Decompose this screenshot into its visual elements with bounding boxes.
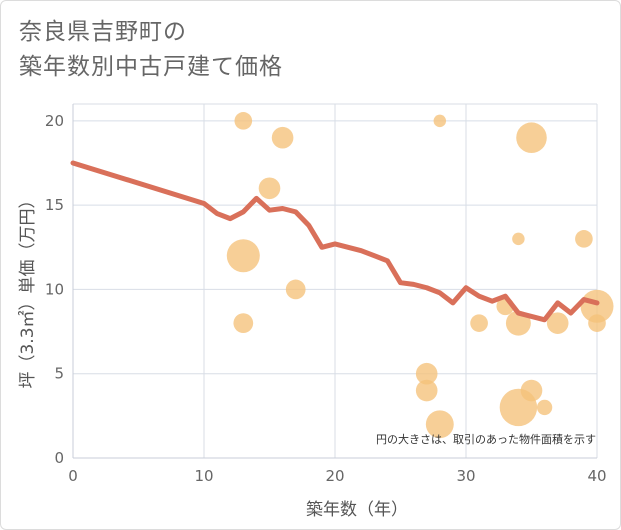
x-axis-title: 築年数（年） bbox=[306, 500, 408, 520]
x-tick-label: 10 bbox=[194, 467, 213, 485]
y-tick-label: 10 bbox=[45, 280, 64, 298]
x-tick-labels: 0 10 20 30 40 bbox=[68, 467, 606, 485]
bubble-point bbox=[271, 126, 294, 149]
bubble-point bbox=[233, 313, 254, 334]
y-tick-label: 5 bbox=[54, 365, 64, 383]
bubble-point bbox=[516, 122, 547, 153]
y-tick-label: 15 bbox=[45, 196, 64, 214]
x-tick-label: 40 bbox=[587, 467, 606, 485]
y-tick-label: 0 bbox=[54, 449, 64, 467]
y-axis-title: 坪（3.3㎡）単価（万円） bbox=[18, 191, 38, 388]
bubble-point bbox=[499, 388, 538, 427]
bubble-point bbox=[234, 112, 253, 130]
bubble-point bbox=[512, 232, 525, 246]
x-tick-label: 30 bbox=[456, 467, 475, 485]
bubble-point bbox=[588, 314, 606, 332]
bubble-point bbox=[226, 239, 260, 273]
trend-line-layer bbox=[70, 160, 600, 323]
chart-title-line1: 奈良県吉野町の bbox=[19, 19, 187, 45]
x-tick-label: 20 bbox=[325, 467, 344, 485]
bubble-point bbox=[285, 279, 306, 300]
bubble-size-note: 円の大きさは、取引のあった物件面積を示す bbox=[376, 432, 596, 446]
chart-title-line2: 築年数別中古戸建て価格 bbox=[19, 54, 283, 80]
bubble-point bbox=[536, 399, 553, 416]
bubble-point bbox=[258, 177, 281, 200]
x-tick-label: 0 bbox=[68, 467, 78, 485]
bubble-point bbox=[470, 314, 488, 332]
bubble-point bbox=[575, 230, 593, 248]
chart-title: 奈良県吉野町の 築年数別中古戸建て価格 bbox=[19, 15, 283, 85]
bubble-point bbox=[415, 379, 438, 402]
bubble-point bbox=[433, 114, 447, 128]
bubble-point bbox=[580, 289, 614, 323]
trend-line bbox=[70, 160, 600, 323]
bubble-layer bbox=[226, 112, 614, 439]
bubble-point bbox=[425, 410, 454, 439]
y-tick-label: 20 bbox=[45, 112, 64, 130]
bubble-point bbox=[546, 312, 569, 334]
grid-lines bbox=[72, 103, 598, 459]
bubble-point bbox=[415, 362, 438, 385]
y-tick-labels: 0 5 10 15 20 bbox=[45, 112, 64, 467]
